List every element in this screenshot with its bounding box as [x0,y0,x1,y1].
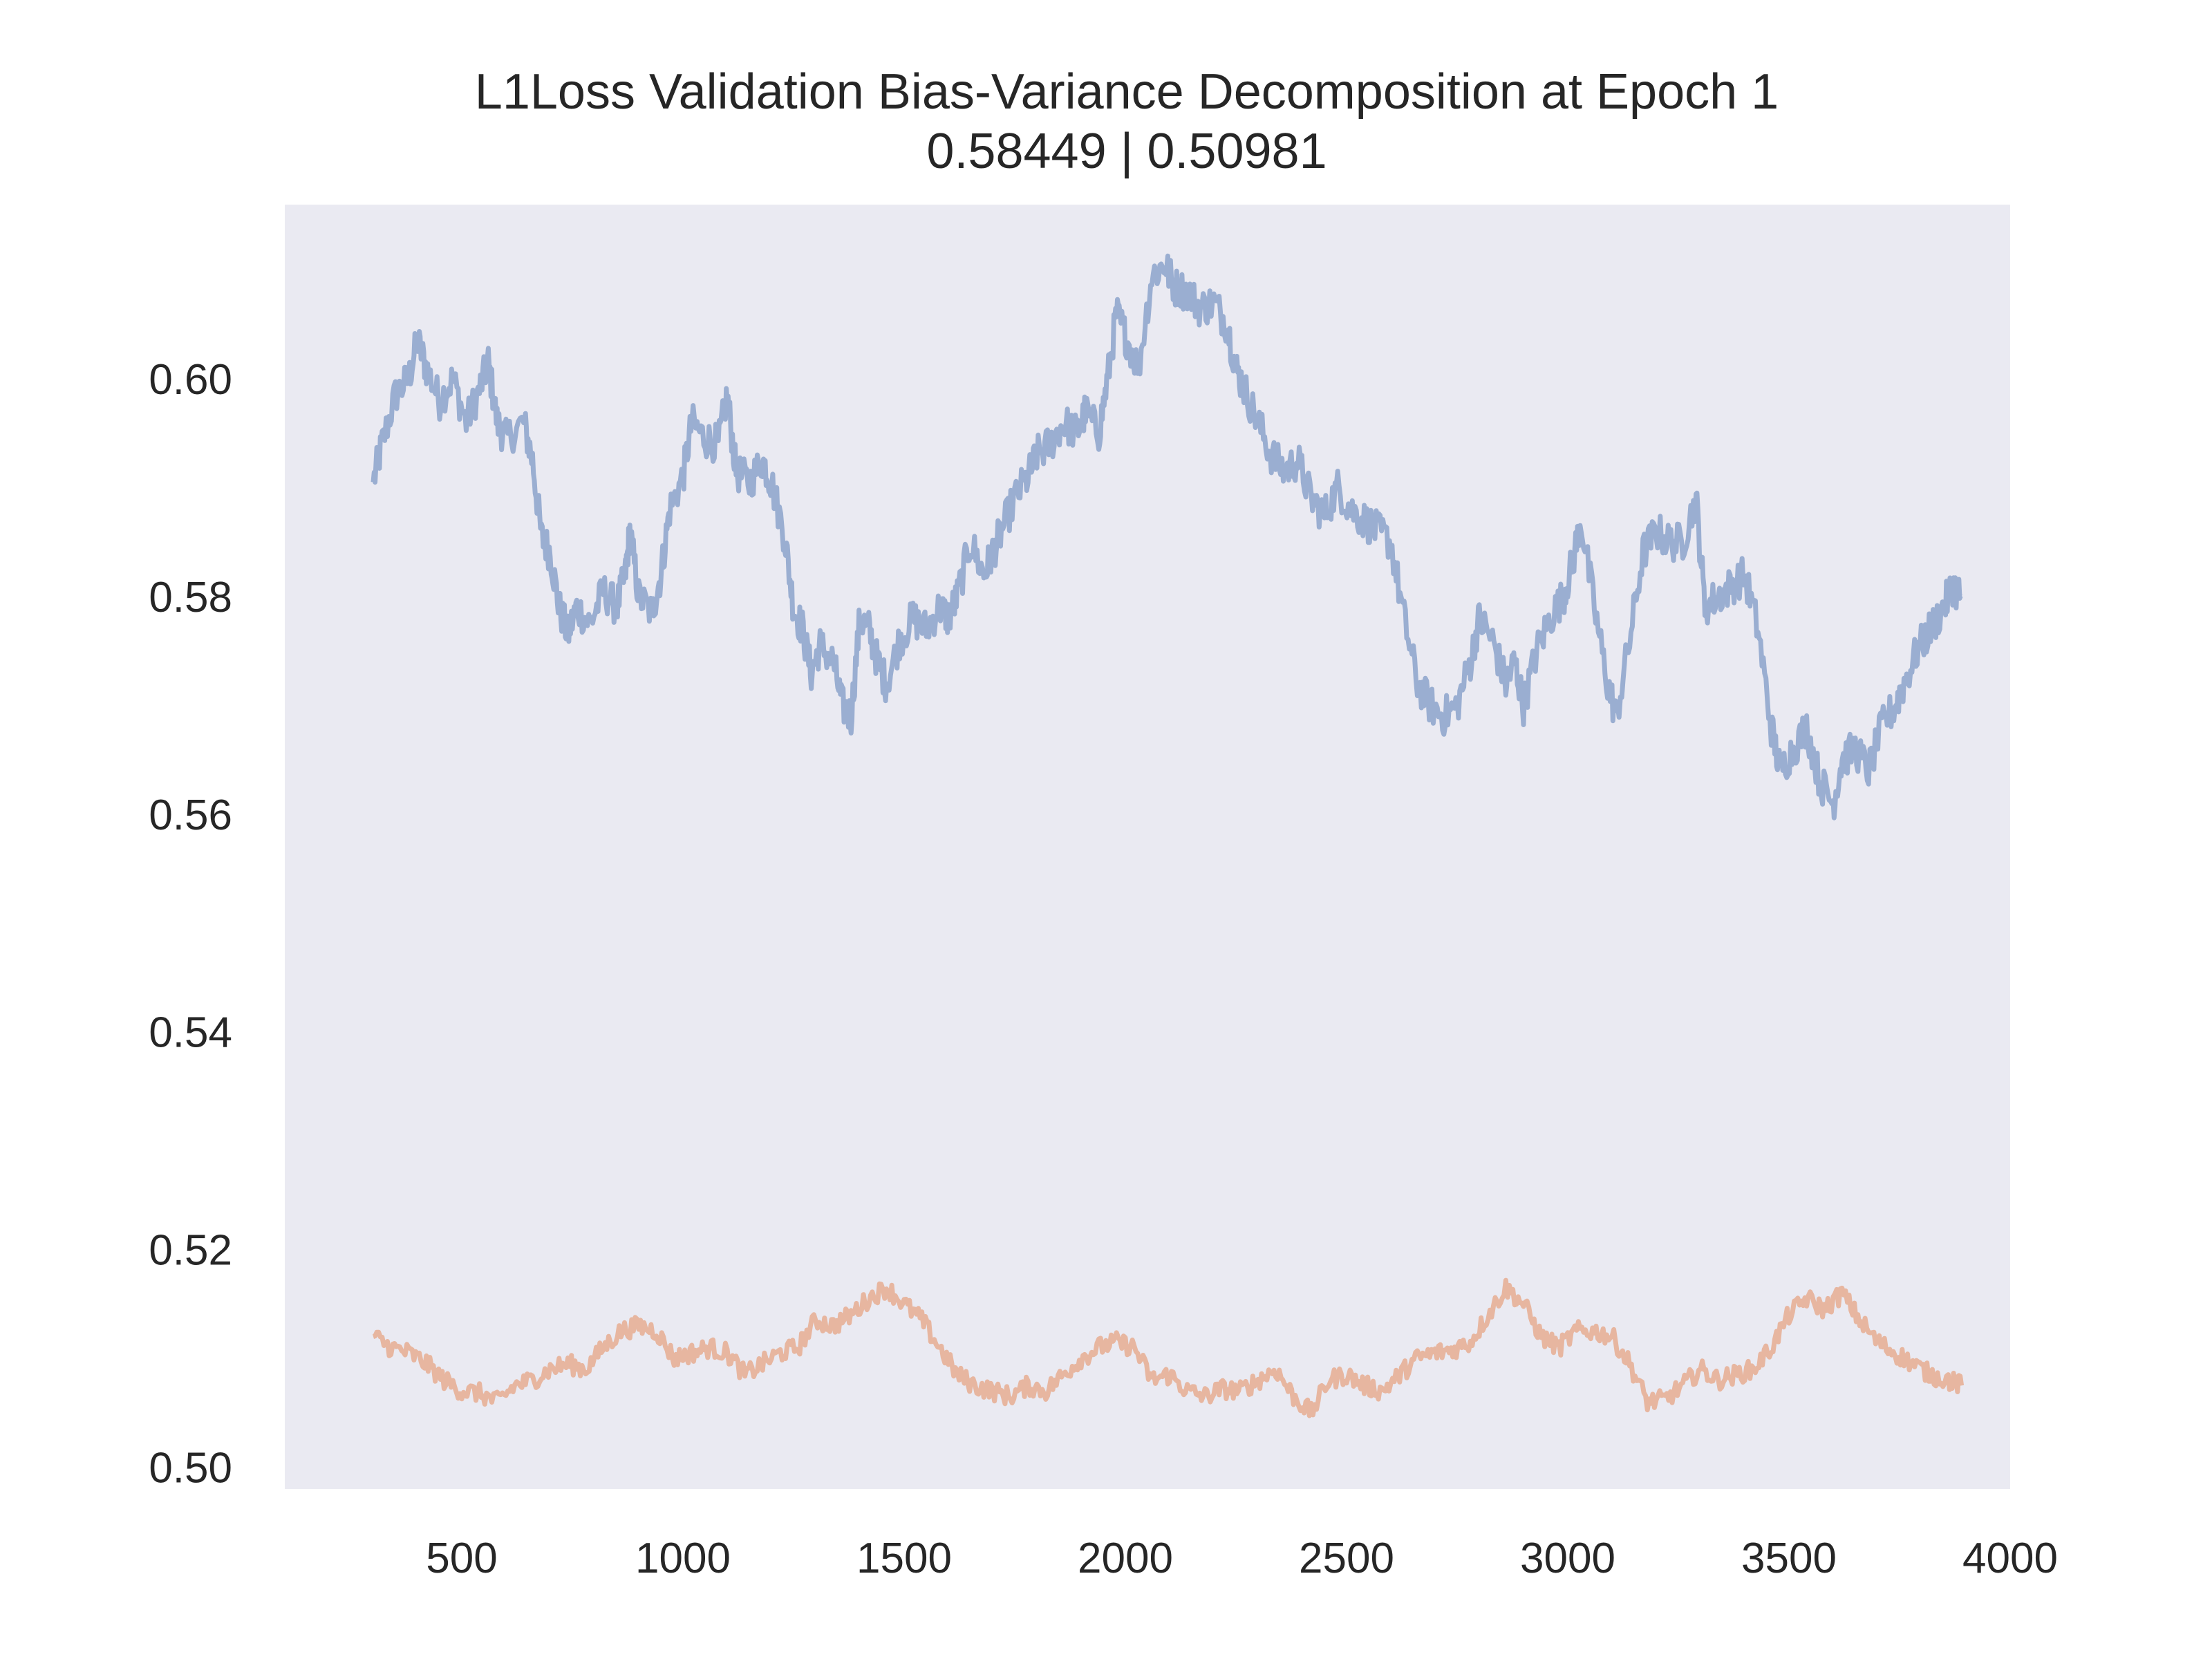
x-tick-label: 3500 [1741,1535,1837,1582]
y-tick-label: 0.50 [149,1445,232,1492]
y-axis-ticks: 0.50 0.52 0.54 0.56 0.58 0.60 [149,356,232,1492]
x-tick-label: 1000 [635,1535,731,1582]
x-tick-label: 2000 [1078,1535,1173,1582]
y-tick-label: 0.54 [149,1009,232,1057]
y-tick-label: 0.58 [149,574,232,621]
plot-area [285,205,2010,1489]
x-axis-ticks: 500 1000 1500 2000 2500 3000 3500 4000 [426,1535,2058,1582]
series-layer [371,253,1965,1418]
x-tick-label: 2500 [1299,1535,1394,1582]
x-tick-label: 1500 [856,1535,952,1582]
series-line-2 [372,1277,1965,1418]
series-line-1 [371,253,1963,821]
chart-title: L1Loss Validation Bias-Variance Decompos… [475,64,1779,120]
x-tick-label: 500 [426,1535,497,1582]
y-tick-label: 0.56 [149,791,232,839]
x-tick-label: 4000 [1962,1535,2058,1582]
x-tick-label: 3000 [1520,1535,1615,1582]
y-tick-label: 0.52 [149,1227,232,1275]
y-tick-label: 0.60 [149,356,232,404]
chart-subtitle: 0.58449 | 0.50981 [926,124,1327,179]
